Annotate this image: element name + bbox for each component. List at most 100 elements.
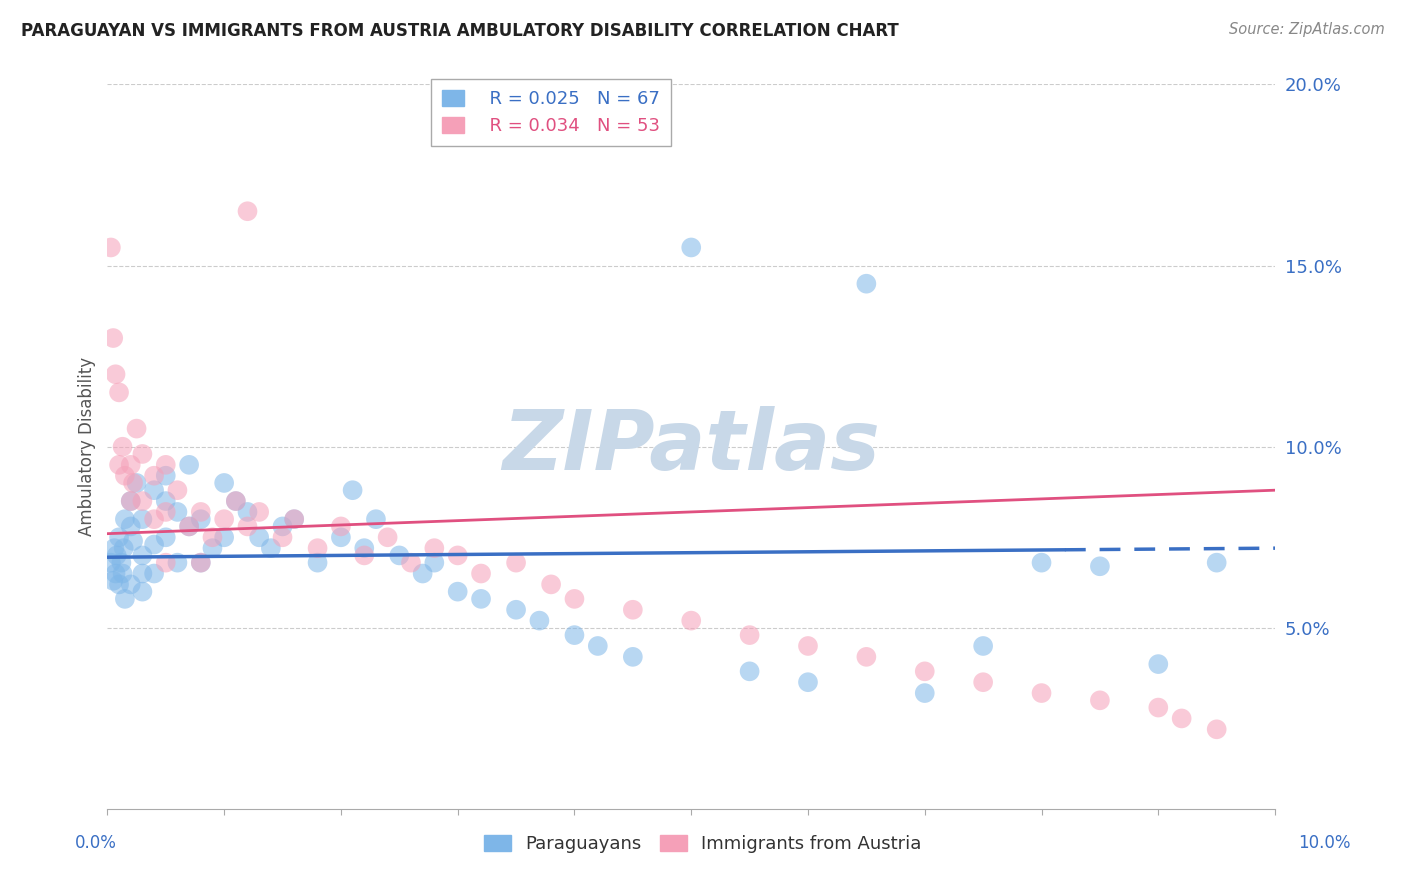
Point xyxy=(143,483,166,498)
Point xyxy=(329,530,352,544)
Point xyxy=(1031,556,1053,570)
Point xyxy=(247,505,270,519)
Point xyxy=(283,512,305,526)
Point xyxy=(114,591,136,606)
Point xyxy=(505,603,527,617)
Point xyxy=(855,649,877,664)
Point xyxy=(166,483,188,498)
Point xyxy=(914,686,936,700)
Point xyxy=(470,591,492,606)
Point xyxy=(797,639,820,653)
Point xyxy=(260,541,283,556)
Point xyxy=(125,422,148,436)
Point xyxy=(179,519,201,533)
Point xyxy=(271,519,294,533)
Point xyxy=(738,628,761,642)
Text: PARAGUAYAN VS IMMIGRANTS FROM AUSTRIA AMBULATORY DISABILITY CORRELATION CHART: PARAGUAYAN VS IMMIGRANTS FROM AUSTRIA AM… xyxy=(21,22,898,40)
Point xyxy=(166,505,188,519)
Point xyxy=(155,494,177,508)
Point xyxy=(412,566,434,581)
Point xyxy=(103,331,125,345)
Point xyxy=(236,204,259,219)
Point xyxy=(586,639,609,653)
Point xyxy=(120,519,142,533)
Point xyxy=(190,556,212,570)
Point xyxy=(529,614,551,628)
Legend:   R = 0.025   N = 67,   R = 0.034   N = 53: R = 0.025 N = 67, R = 0.034 N = 53 xyxy=(432,79,671,146)
Point xyxy=(166,556,188,570)
Legend: Paraguayans, Immigrants from Austria: Paraguayans, Immigrants from Austria xyxy=(477,828,929,861)
Point xyxy=(179,458,201,472)
Point xyxy=(131,584,153,599)
Point xyxy=(621,649,644,664)
Point xyxy=(120,577,142,591)
Point xyxy=(201,541,224,556)
Point xyxy=(855,277,877,291)
Point xyxy=(307,556,329,570)
Point xyxy=(155,458,177,472)
Point xyxy=(179,519,201,533)
Point xyxy=(1205,556,1227,570)
Point xyxy=(1205,723,1227,737)
Point xyxy=(540,577,562,591)
Point xyxy=(423,556,446,570)
Point xyxy=(122,533,145,548)
Point xyxy=(564,591,586,606)
Point xyxy=(112,541,135,556)
Point xyxy=(212,475,235,490)
Point xyxy=(353,549,375,563)
Point xyxy=(247,530,270,544)
Point xyxy=(236,519,259,533)
Point xyxy=(100,556,122,570)
Point xyxy=(505,556,527,570)
Point xyxy=(364,512,387,526)
Point xyxy=(271,530,294,544)
Text: 10.0%: 10.0% xyxy=(1298,834,1351,852)
Point xyxy=(225,494,247,508)
Point xyxy=(377,530,399,544)
Point xyxy=(470,566,492,581)
Point xyxy=(108,530,131,544)
Point xyxy=(1088,559,1111,574)
Point xyxy=(108,577,131,591)
Point xyxy=(681,614,703,628)
Point xyxy=(621,603,644,617)
Point xyxy=(212,530,235,544)
Point xyxy=(120,458,142,472)
Point xyxy=(388,549,411,563)
Y-axis label: Ambulatory Disability: Ambulatory Disability xyxy=(79,357,96,536)
Point xyxy=(972,639,994,653)
Point xyxy=(155,530,177,544)
Point xyxy=(353,541,375,556)
Point xyxy=(104,368,127,382)
Point xyxy=(225,494,247,508)
Point xyxy=(103,574,125,588)
Point xyxy=(120,494,142,508)
Point xyxy=(329,519,352,533)
Point xyxy=(190,505,212,519)
Point xyxy=(797,675,820,690)
Point xyxy=(307,541,329,556)
Point xyxy=(564,628,586,642)
Text: Source: ZipAtlas.com: Source: ZipAtlas.com xyxy=(1229,22,1385,37)
Text: 0.0%: 0.0% xyxy=(75,834,117,852)
Point xyxy=(108,385,131,400)
Point xyxy=(1147,657,1170,671)
Point xyxy=(110,556,132,570)
Point xyxy=(681,240,703,254)
Point xyxy=(1170,711,1192,725)
Point xyxy=(131,566,153,581)
Point xyxy=(122,475,145,490)
Point xyxy=(114,512,136,526)
Point xyxy=(125,475,148,490)
Point xyxy=(342,483,364,498)
Point xyxy=(283,512,305,526)
Point xyxy=(143,566,166,581)
Point xyxy=(120,494,142,508)
Point xyxy=(155,468,177,483)
Point xyxy=(155,505,177,519)
Point xyxy=(111,440,134,454)
Point xyxy=(190,512,212,526)
Point xyxy=(190,556,212,570)
Point xyxy=(111,566,134,581)
